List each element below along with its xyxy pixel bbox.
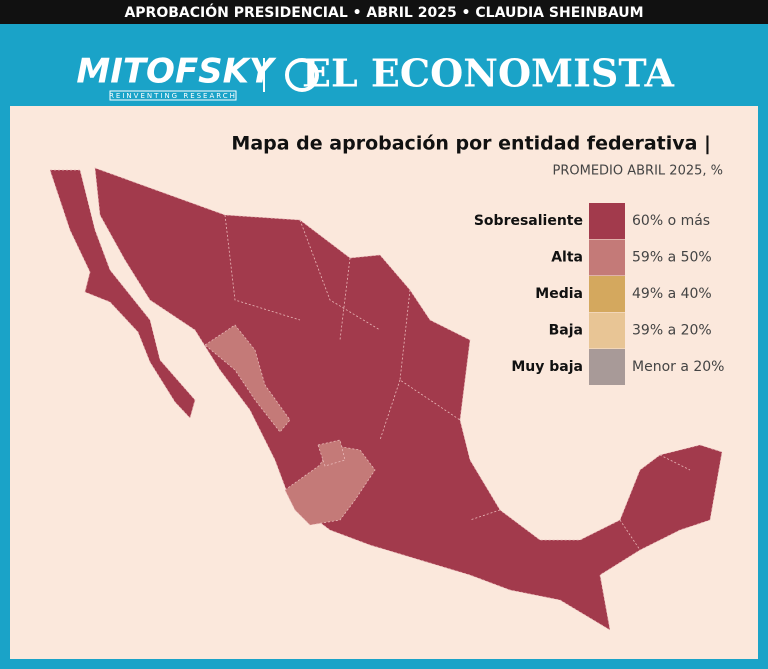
legend-name: Alta xyxy=(551,250,583,266)
legend-swatch xyxy=(589,349,625,385)
region-alta xyxy=(284,444,376,526)
tagline-box xyxy=(109,90,237,101)
legend-swatch xyxy=(589,312,625,349)
logo-tagline: REINVENTING RESEARCH xyxy=(109,92,237,100)
region-mainland xyxy=(94,167,723,631)
banner: APROBACIÓN PRESIDENCIAL • ABRIL 2025 • C… xyxy=(124,3,643,21)
state-border xyxy=(224,214,691,551)
legend-swatch xyxy=(589,276,625,312)
map-title: Mapa de aprobación por entidad federativ… xyxy=(231,133,711,155)
legend-range: 39% a 20% xyxy=(632,323,712,339)
banner-bar xyxy=(0,0,768,24)
logo-right: EL ECONOMISTA xyxy=(302,51,675,96)
legend-swatch xyxy=(589,203,625,239)
legend-range: 59% a 50% xyxy=(632,250,712,266)
logo-left: MITOFSKY xyxy=(76,52,277,92)
region-alta xyxy=(204,324,291,433)
legend-swatch xyxy=(589,239,625,276)
region-alta xyxy=(317,439,346,467)
legend-range: Menor a 20% xyxy=(632,359,724,375)
map-subtitle: PROMEDIO ABRIL 2025, % xyxy=(553,164,724,179)
logo-icon xyxy=(285,58,319,92)
legend-name: Sobresaliente xyxy=(474,213,583,229)
region-baja xyxy=(49,169,196,419)
legend-name: Baja xyxy=(549,323,583,339)
map xyxy=(49,167,723,631)
legend-name: Muy baja xyxy=(511,359,583,375)
legend-name: Media xyxy=(535,286,583,302)
legend-range: 49% a 40% xyxy=(632,286,712,302)
legend-range: 60% o más xyxy=(632,213,710,229)
